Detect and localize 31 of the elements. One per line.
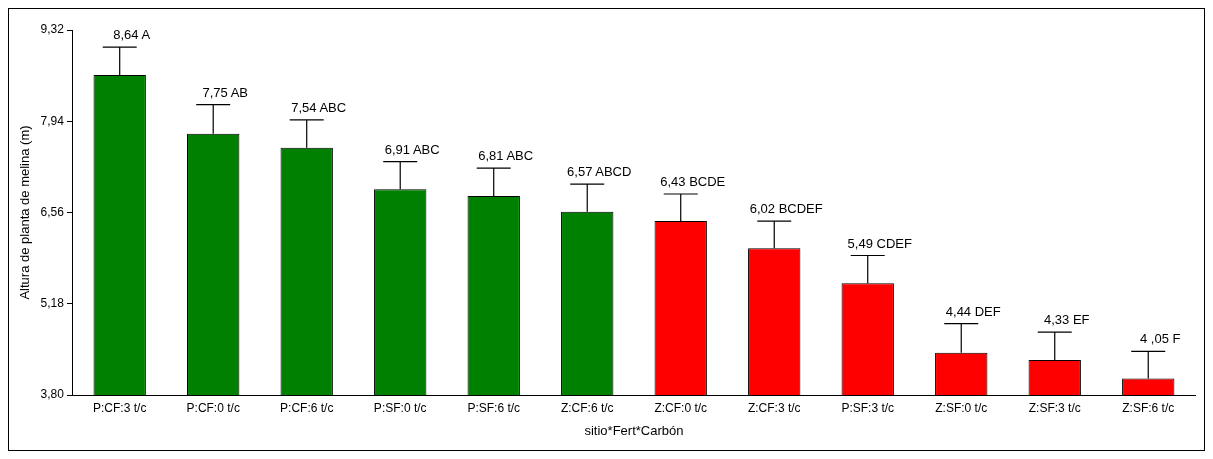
x-tick-label: Z:SF:3 t/c xyxy=(1028,400,1081,415)
x-tick-label: P:SF:3 t/c xyxy=(841,400,895,415)
x-tick-label: P:CF:3 t/c xyxy=(93,400,147,415)
y-axis-title: Altura de planta de melina (m) xyxy=(17,125,33,300)
data-label: 7,54 ABC xyxy=(291,100,347,116)
data-label: 6,02 BCDEF xyxy=(749,201,823,217)
y-tick-label: 6,56 xyxy=(40,204,65,219)
x-tick-label: Z:CF:3 t/c xyxy=(747,400,801,415)
data-label: 6,43 BCDE xyxy=(660,174,726,190)
data-label: 8,64 A xyxy=(113,27,151,43)
data-label: 4,33 EF xyxy=(1043,312,1090,328)
data-label: 7,75 AB xyxy=(202,84,248,100)
y-tick-label: 7,94 xyxy=(40,113,65,128)
data-label: 6,91 ABC xyxy=(384,141,440,157)
x-tick-label: Z:SF:0 t/c xyxy=(935,400,988,415)
data-label: 5,49 CDEF xyxy=(847,235,912,251)
data-label: 6,57 ABCD xyxy=(567,164,632,180)
x-tick-label: Z:CF:6 t/c xyxy=(560,400,614,415)
y-tick-label: 3,80 xyxy=(40,387,65,402)
x-tick-label: P:CF:6 t/c xyxy=(280,400,334,415)
x-tick-label: P:SF:6 t/c xyxy=(467,400,521,415)
x-tick-label: Z:SF:6 t/c xyxy=(1122,400,1175,415)
data-label: 6,81 ABC xyxy=(478,148,534,164)
y-tick-label: 9,32 xyxy=(40,22,65,37)
y-tick-label: 5,18 xyxy=(40,296,65,311)
data-label: 4,44 DEF xyxy=(945,303,1001,319)
x-tick-label: P:CF:0 t/c xyxy=(186,400,240,415)
x-tick-label: Z:CF:0 t/c xyxy=(654,400,708,415)
x-axis-title: sitio*Fert*Carbón xyxy=(584,422,684,438)
data-label: 4 ,05 F xyxy=(1140,331,1181,347)
x-tick-label: P:SF:0 t/c xyxy=(373,400,427,415)
